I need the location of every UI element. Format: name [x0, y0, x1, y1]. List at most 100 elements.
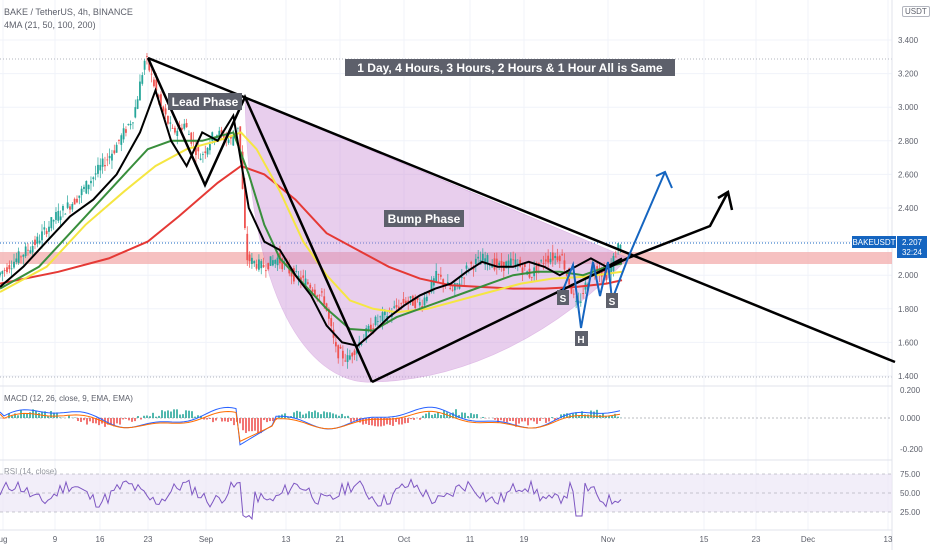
macd-histogram-bar — [518, 418, 520, 424]
candle-body — [493, 258, 496, 270]
macd-histogram-bar — [20, 410, 22, 418]
macd-histogram-bar — [155, 416, 157, 418]
ma100-line — [0, 131, 623, 314]
price-badge-symbol: BAKEUSDT — [852, 238, 895, 247]
rsi-tick-label: 50.00 — [900, 489, 921, 498]
macd-histogram-bar — [470, 413, 472, 418]
macd-histogram-bar — [302, 414, 304, 418]
macd-histogram-bar — [551, 417, 553, 418]
macd-histogram-bar — [341, 413, 343, 418]
time-tick-label: Sep — [199, 535, 214, 544]
indicator-header[interactable]: 4MA (21, 50, 100, 200) — [4, 20, 96, 30]
candle-body — [52, 220, 55, 222]
candle-body — [260, 261, 263, 269]
candle-body — [351, 353, 354, 357]
candle-body — [202, 154, 204, 155]
candle-body — [477, 256, 480, 259]
macd-histogram-bar — [242, 418, 244, 431]
macd-histogram-bar — [77, 418, 79, 422]
candle-body — [320, 291, 323, 293]
macd-histogram-bar — [17, 415, 19, 418]
candle-body — [113, 150, 116, 154]
candle-body — [94, 173, 97, 175]
candle-body — [220, 129, 223, 134]
macd-histogram-bar — [329, 412, 331, 418]
macd-histogram-bar — [377, 418, 379, 427]
candle-body — [507, 260, 510, 269]
macd-label[interactable]: MACD (12, 26, close, 9, EMA, EMA) — [4, 394, 133, 403]
macd-histogram-bar — [566, 413, 568, 418]
macd-histogram-bar — [38, 412, 40, 418]
macd-histogram-bar — [419, 418, 421, 420]
candle-body — [446, 282, 449, 285]
candle-body — [341, 350, 344, 359]
candle-body — [122, 128, 125, 140]
macd-histogram-bar — [455, 409, 457, 418]
macd-histogram-bar — [56, 412, 58, 418]
candle-body — [313, 289, 316, 295]
candle-body — [542, 263, 545, 265]
candle-body — [143, 60, 146, 70]
macd-tick-label: -0.200 — [900, 445, 923, 454]
macd-histogram-bar — [560, 414, 562, 418]
candle-body — [204, 151, 207, 153]
candle-body — [614, 256, 617, 258]
candle-body — [80, 188, 83, 196]
macd-histogram-bar — [320, 414, 322, 418]
candle-body — [160, 94, 162, 106]
macd-histogram-bar — [44, 411, 46, 418]
rsi-label[interactable]: RSI (14, close) — [4, 467, 57, 476]
macd-histogram-bar — [527, 418, 529, 426]
currency-badge[interactable]: USDT — [902, 6, 930, 17]
annotation-lead: Lead Phase — [168, 93, 242, 110]
macd-histogram-bar — [86, 418, 88, 425]
macd-histogram-bar — [539, 418, 541, 421]
candle-body — [115, 144, 118, 153]
macd-histogram-bar — [614, 413, 616, 418]
time-tick-label: 15 — [700, 535, 709, 544]
macd-histogram-bar — [512, 418, 514, 422]
candle-body — [169, 122, 172, 124]
candle-body — [78, 195, 81, 198]
macd-tick-label: 0.200 — [900, 386, 921, 395]
candle-body — [365, 328, 368, 340]
symbol-header[interactable]: BAKE / TetherUS, 4h, BINANCE — [4, 7, 133, 17]
time-tick-label: Nov — [601, 535, 615, 544]
macd-histogram-bar — [509, 418, 511, 421]
candle-body — [465, 265, 468, 269]
candle-body — [400, 303, 403, 305]
candle-body — [316, 295, 319, 297]
candle-body — [55, 212, 57, 220]
macd-histogram-bar — [83, 418, 85, 421]
candle-body — [393, 306, 396, 308]
macd-histogram-bar — [371, 418, 373, 426]
candle-body — [561, 254, 564, 256]
candle-body — [421, 306, 424, 308]
candle-body — [570, 286, 573, 294]
annotation-bump: Bump Phase — [384, 210, 464, 227]
macd-histogram-bar — [317, 412, 319, 418]
price-tick-label: 2.800 — [898, 137, 919, 146]
price-tick-label: 3.000 — [898, 103, 919, 112]
macd-histogram-bar — [458, 415, 460, 418]
price-badge-price: 2.207 — [902, 238, 923, 247]
time-tick-label: 23 — [752, 535, 761, 544]
candle-body — [304, 278, 307, 287]
candle-body — [327, 308, 330, 319]
macd-histogram-bar — [287, 416, 289, 418]
macd-histogram-bar — [239, 418, 241, 424]
candle-body — [232, 136, 235, 146]
candle-body — [575, 300, 578, 302]
macd-histogram-bar — [224, 418, 226, 422]
time-tick-label: 9 — [53, 535, 58, 544]
candle-body — [495, 258, 498, 268]
drawings — [146, 56, 896, 384]
candle-body — [563, 260, 566, 270]
macd-histogram-bar — [263, 418, 265, 421]
candle-body — [85, 181, 88, 194]
candle-body — [87, 184, 90, 190]
candle-body — [50, 217, 53, 229]
macd-histogram-bar — [164, 411, 166, 418]
moving-averages — [0, 87, 623, 347]
